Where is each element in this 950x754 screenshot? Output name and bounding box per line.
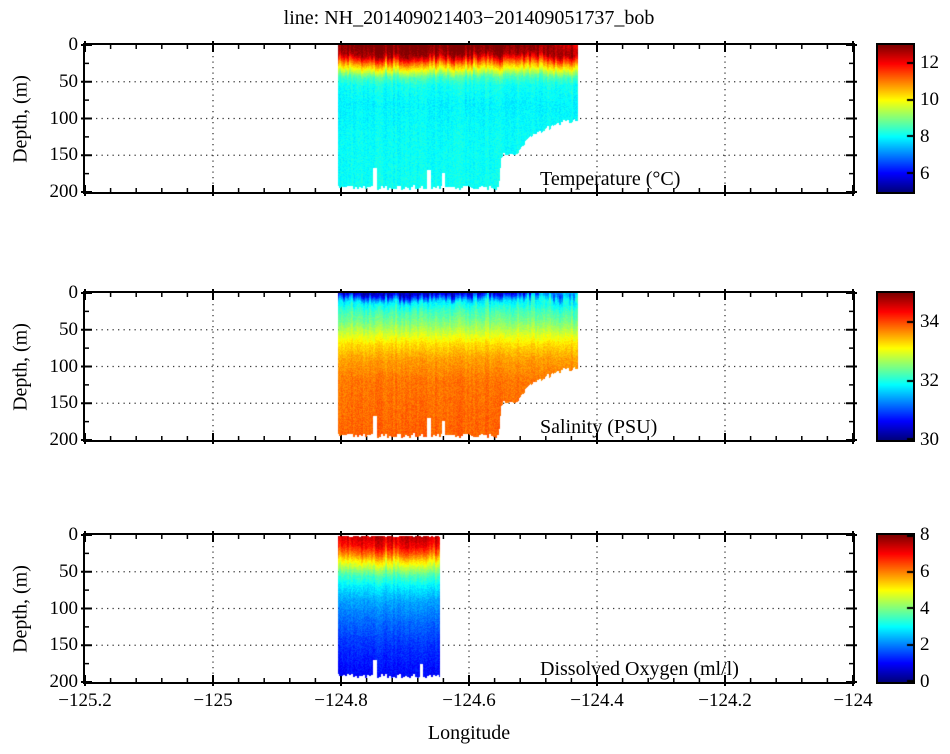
x-axis-label: Longitude <box>427 722 511 744</box>
colorbar-salinity <box>876 291 915 442</box>
depth-tick-label: 0 <box>68 34 79 55</box>
panel-label-temperature: Temperature (°C) <box>540 168 681 190</box>
plot-area-temperature: Temperature (°C) <box>81 41 857 196</box>
longitude-tick-label: −124.4 <box>570 690 624 711</box>
colorbar-tick-label: 0 <box>920 671 930 692</box>
depth-tick-label: 0 <box>68 524 79 545</box>
depth-tick-label: 200 <box>49 181 79 202</box>
colorbar-tick-label: 30 <box>920 429 939 450</box>
colorbar-tick-label: 8 <box>920 125 930 147</box>
colorbar-temperature <box>876 43 915 194</box>
colorbar-tick-label: 2 <box>920 634 930 656</box>
heatmap-salinity <box>85 293 853 440</box>
longitude-tick-label: −124.8 <box>314 690 368 711</box>
plot-area-dissolved-oxygen: Dissolved Oxygen (ml/l) <box>81 531 857 686</box>
colorbar-tick-label: 8 <box>920 524 930 545</box>
longitude-tick-label: −124.2 <box>698 690 752 711</box>
depth-tick-label: 150 <box>49 634 79 656</box>
panel-label-dissolved-oxygen: Dissolved Oxygen (ml/l) <box>540 658 739 680</box>
colorbar-tick-label: 10 <box>920 89 939 111</box>
depth-tick-label: 100 <box>49 597 79 619</box>
panel-label-salinity: Salinity (PSU) <box>540 416 658 438</box>
depth-tick-label: 150 <box>49 392 79 414</box>
depth-tick-label: 150 <box>49 144 79 166</box>
depth-tick-label: 200 <box>49 671 79 692</box>
depth-tick-label: 100 <box>49 107 79 129</box>
depth-tick-label: 50 <box>59 560 78 582</box>
figure-title: line: NH_201409021403−201409051737_bob <box>283 7 655 29</box>
depth-tick-label: 200 <box>49 429 79 450</box>
colorbar-tick-label: 32 <box>920 370 939 392</box>
colorbar-tick-label: 12 <box>920 52 939 74</box>
depth-tick-label: 0 <box>68 282 79 303</box>
heatmap-dissolved-oxygen <box>85 535 853 682</box>
longitude-tick-label: −125 <box>193 690 233 711</box>
colorbar-tick-label: 4 <box>920 597 930 619</box>
plot-area-salinity: Salinity (PSU) <box>81 289 857 444</box>
depth-tick-label: 100 <box>49 355 79 377</box>
longitude-tick-label: −124 <box>833 690 873 711</box>
longitude-tick-label: −124.6 <box>442 690 496 711</box>
depth-tick-label: 50 <box>59 318 78 340</box>
depth-tick-label: 50 <box>59 70 78 92</box>
colorbar-tick-label: 6 <box>920 560 930 582</box>
colorbar-tick-label: 6 <box>920 162 930 184</box>
longitude-tick-label: −125.2 <box>58 690 112 711</box>
heatmap-temperature <box>85 45 853 192</box>
colorbar-dissolved-oxygen <box>876 533 915 684</box>
colorbar-tick-label: 34 <box>920 311 939 333</box>
